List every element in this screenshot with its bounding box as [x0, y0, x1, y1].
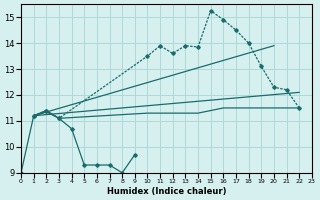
X-axis label: Humidex (Indice chaleur): Humidex (Indice chaleur)	[107, 187, 226, 196]
